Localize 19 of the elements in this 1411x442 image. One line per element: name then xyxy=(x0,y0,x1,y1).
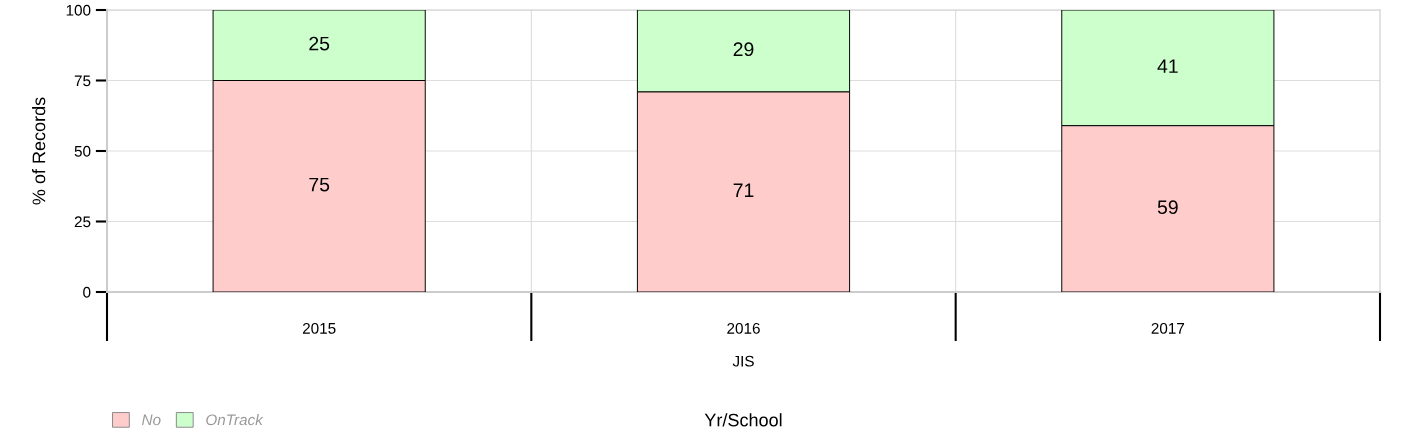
y-tick-label: 100 xyxy=(66,4,91,16)
y-tick-label: 25 xyxy=(74,216,91,228)
data-label: 59 xyxy=(1157,200,1178,215)
y-tick-label: 50 xyxy=(74,145,91,157)
x-axis-title: Yr/School xyxy=(704,413,782,427)
x-tick-label: 2016 xyxy=(727,322,760,334)
data-label: 75 xyxy=(309,177,330,192)
x-tick-label: 2015 xyxy=(302,322,336,334)
y-tick-label: 0 xyxy=(83,286,91,298)
legend-label: No xyxy=(142,414,161,426)
data-label: 29 xyxy=(733,42,754,57)
data-label: 71 xyxy=(733,183,754,197)
x-tick-label: 2017 xyxy=(1151,322,1185,334)
legend-label: OnTrack xyxy=(206,414,264,426)
data-label: 25 xyxy=(309,36,330,51)
data-label: 41 xyxy=(1157,59,1178,73)
y-tick-label: 75 xyxy=(74,75,91,87)
y-axis-title: % of Records xyxy=(32,97,46,205)
text: JIS xyxy=(732,355,754,367)
